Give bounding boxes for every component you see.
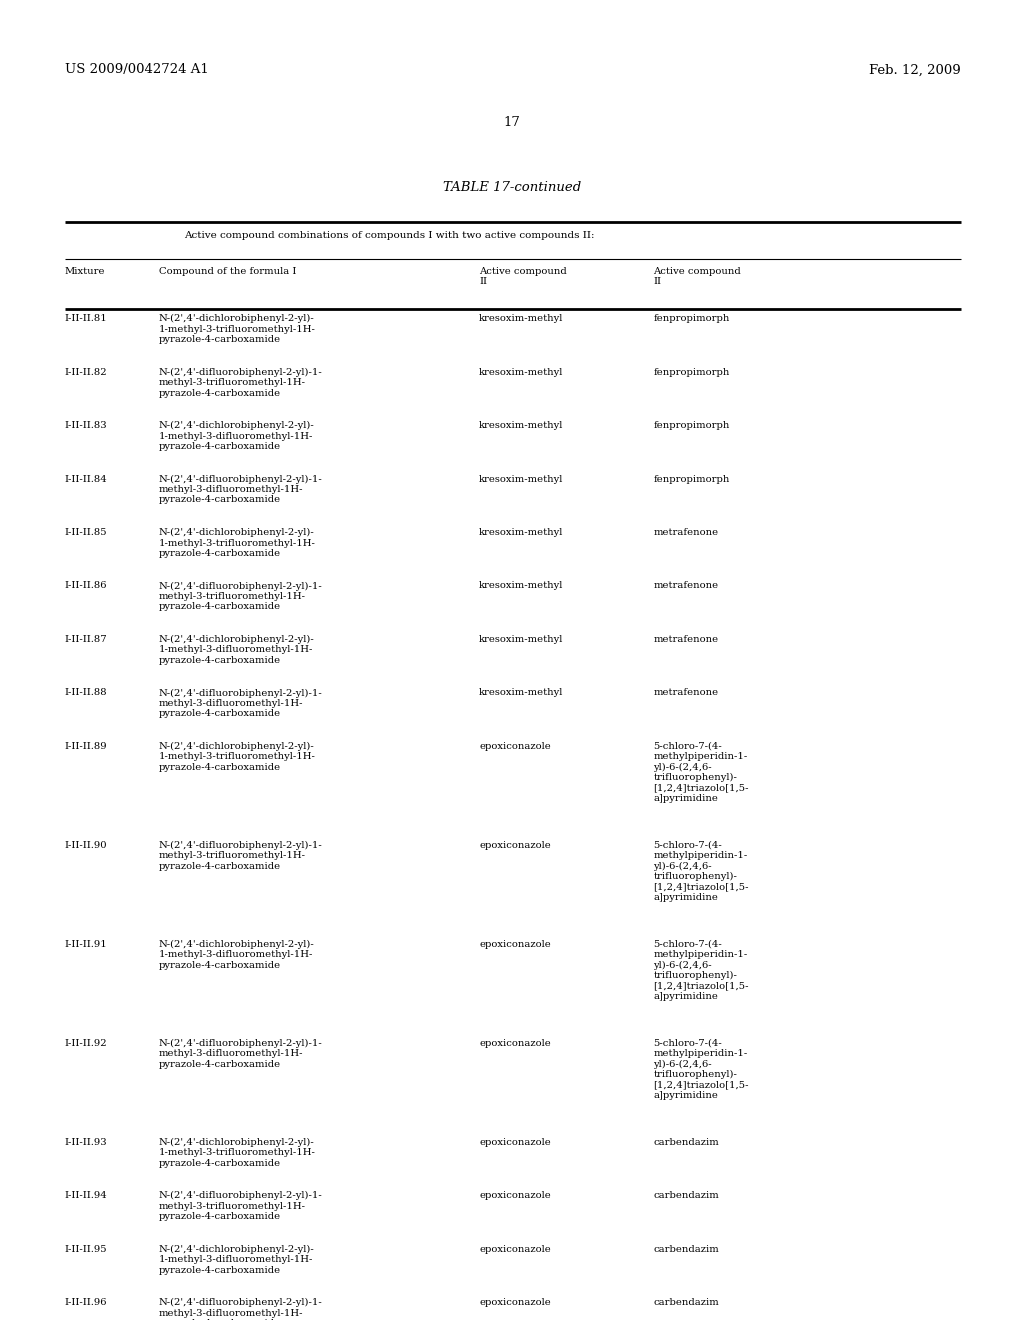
Text: Active compound combinations of compounds I with two active compounds II:: Active compound combinations of compound… bbox=[184, 231, 595, 240]
Text: kresoxim-methyl: kresoxim-methyl bbox=[479, 635, 563, 644]
Text: epoxiconazole: epoxiconazole bbox=[479, 742, 551, 751]
Text: 5-chloro-7-(4-
methylpiperidin-1-
yl)-6-(2,4,6-
trifluorophenyl)-
[1,2,4]triazol: 5-chloro-7-(4- methylpiperidin-1- yl)-6-… bbox=[653, 841, 749, 902]
Text: metrafenone: metrafenone bbox=[653, 528, 719, 537]
Text: N-(2',4'-dichlorobiphenyl-2-yl)-
1-methyl-3-trifluoromethyl-1H-
pyrazole-4-carbo: N-(2',4'-dichlorobiphenyl-2-yl)- 1-methy… bbox=[159, 528, 315, 558]
Text: N-(2',4'-dichlorobiphenyl-2-yl)-
1-methyl-3-trifluoromethyl-1H-
pyrazole-4-carbo: N-(2',4'-dichlorobiphenyl-2-yl)- 1-methy… bbox=[159, 742, 315, 772]
Text: fenpropimorph: fenpropimorph bbox=[653, 314, 730, 323]
Text: kresoxim-methyl: kresoxim-methyl bbox=[479, 689, 563, 697]
Text: carbendazim: carbendazim bbox=[653, 1245, 719, 1254]
Text: I-II-II.89: I-II-II.89 bbox=[65, 742, 108, 751]
Text: epoxiconazole: epoxiconazole bbox=[479, 940, 551, 949]
Text: epoxiconazole: epoxiconazole bbox=[479, 841, 551, 850]
Text: kresoxim-methyl: kresoxim-methyl bbox=[479, 314, 563, 323]
Text: fenpropimorph: fenpropimorph bbox=[653, 421, 730, 430]
Text: kresoxim-methyl: kresoxim-methyl bbox=[479, 474, 563, 483]
Text: Compound of the formula I: Compound of the formula I bbox=[159, 267, 296, 276]
Text: 5-chloro-7-(4-
methylpiperidin-1-
yl)-6-(2,4,6-
trifluorophenyl)-
[1,2,4]triazol: 5-chloro-7-(4- methylpiperidin-1- yl)-6-… bbox=[653, 1039, 749, 1100]
Text: I-II-II.82: I-II-II.82 bbox=[65, 367, 108, 376]
Text: epoxiconazole: epoxiconazole bbox=[479, 1245, 551, 1254]
Text: N-(2',4'-difluorobiphenyl-2-yl)-1-
methyl-3-trifluoromethyl-1H-
pyrazole-4-carbo: N-(2',4'-difluorobiphenyl-2-yl)-1- methy… bbox=[159, 581, 323, 611]
Text: carbendazim: carbendazim bbox=[653, 1138, 719, 1147]
Text: epoxiconazole: epoxiconazole bbox=[479, 1138, 551, 1147]
Text: fenpropimorph: fenpropimorph bbox=[653, 474, 730, 483]
Text: kresoxim-methyl: kresoxim-methyl bbox=[479, 421, 563, 430]
Text: fenpropimorph: fenpropimorph bbox=[653, 367, 730, 376]
Text: N-(2',4'-dichlorobiphenyl-2-yl)-
1-methyl-3-trifluoromethyl-1H-
pyrazole-4-carbo: N-(2',4'-dichlorobiphenyl-2-yl)- 1-methy… bbox=[159, 314, 315, 345]
Text: I-II-II.81: I-II-II.81 bbox=[65, 314, 108, 323]
Text: metrafenone: metrafenone bbox=[653, 581, 719, 590]
Text: TABLE 17-continued: TABLE 17-continued bbox=[442, 181, 582, 194]
Text: I-II-II.84: I-II-II.84 bbox=[65, 474, 108, 483]
Text: I-II-II.93: I-II-II.93 bbox=[65, 1138, 108, 1147]
Text: 17: 17 bbox=[504, 116, 520, 129]
Text: Mixture: Mixture bbox=[65, 267, 105, 276]
Text: epoxiconazole: epoxiconazole bbox=[479, 1039, 551, 1048]
Text: N-(2',4'-dichlorobiphenyl-2-yl)-
1-methyl-3-trifluoromethyl-1H-
pyrazole-4-carbo: N-(2',4'-dichlorobiphenyl-2-yl)- 1-methy… bbox=[159, 1138, 315, 1168]
Text: I-II-II.87: I-II-II.87 bbox=[65, 635, 108, 644]
Text: N-(2',4'-dichlorobiphenyl-2-yl)-
1-methyl-3-difluoromethyl-1H-
pyrazole-4-carbox: N-(2',4'-dichlorobiphenyl-2-yl)- 1-methy… bbox=[159, 1245, 314, 1275]
Text: I-II-II.91: I-II-II.91 bbox=[65, 940, 108, 949]
Text: N-(2',4'-dichlorobiphenyl-2-yl)-
1-methyl-3-difluoromethyl-1H-
pyrazole-4-carbox: N-(2',4'-dichlorobiphenyl-2-yl)- 1-methy… bbox=[159, 421, 314, 451]
Text: metrafenone: metrafenone bbox=[653, 689, 719, 697]
Text: I-II-II.85: I-II-II.85 bbox=[65, 528, 108, 537]
Text: epoxiconazole: epoxiconazole bbox=[479, 1192, 551, 1200]
Text: US 2009/0042724 A1: US 2009/0042724 A1 bbox=[65, 63, 208, 77]
Text: kresoxim-methyl: kresoxim-methyl bbox=[479, 581, 563, 590]
Text: N-(2',4'-difluorobiphenyl-2-yl)-1-
methyl-3-trifluoromethyl-1H-
pyrazole-4-carbo: N-(2',4'-difluorobiphenyl-2-yl)-1- methy… bbox=[159, 1192, 323, 1221]
Text: N-(2',4'-dichlorobiphenyl-2-yl)-
1-methyl-3-difluoromethyl-1H-
pyrazole-4-carbox: N-(2',4'-dichlorobiphenyl-2-yl)- 1-methy… bbox=[159, 940, 314, 970]
Text: N-(2',4'-difluorobiphenyl-2-yl)-1-
methyl-3-difluoromethyl-1H-
pyrazole-4-carbox: N-(2',4'-difluorobiphenyl-2-yl)-1- methy… bbox=[159, 1039, 323, 1069]
Text: I-II-II.95: I-II-II.95 bbox=[65, 1245, 108, 1254]
Text: 5-chloro-7-(4-
methylpiperidin-1-
yl)-6-(2,4,6-
trifluorophenyl)-
[1,2,4]triazol: 5-chloro-7-(4- methylpiperidin-1- yl)-6-… bbox=[653, 940, 749, 1001]
Text: 5-chloro-7-(4-
methylpiperidin-1-
yl)-6-(2,4,6-
trifluorophenyl)-
[1,2,4]triazol: 5-chloro-7-(4- methylpiperidin-1- yl)-6-… bbox=[653, 742, 749, 803]
Text: I-II-II.86: I-II-II.86 bbox=[65, 581, 108, 590]
Text: Active compound
II: Active compound II bbox=[653, 267, 741, 286]
Text: N-(2',4'-difluorobiphenyl-2-yl)-1-
methyl-3-trifluoromethyl-1H-
pyrazole-4-carbo: N-(2',4'-difluorobiphenyl-2-yl)-1- methy… bbox=[159, 841, 323, 871]
Text: I-II-II.88: I-II-II.88 bbox=[65, 689, 108, 697]
Text: I-II-II.90: I-II-II.90 bbox=[65, 841, 108, 850]
Text: N-(2',4'-difluorobiphenyl-2-yl)-1-
methyl-3-difluoromethyl-1H-
pyrazole-4-carbox: N-(2',4'-difluorobiphenyl-2-yl)-1- methy… bbox=[159, 689, 323, 718]
Text: I-II-II.92: I-II-II.92 bbox=[65, 1039, 108, 1048]
Text: N-(2',4'-difluorobiphenyl-2-yl)-1-
methyl-3-difluoromethyl-1H-
pyrazole-4-carbox: N-(2',4'-difluorobiphenyl-2-yl)-1- methy… bbox=[159, 1299, 323, 1320]
Text: I-II-II.96: I-II-II.96 bbox=[65, 1299, 108, 1307]
Text: kresoxim-methyl: kresoxim-methyl bbox=[479, 528, 563, 537]
Text: Feb. 12, 2009: Feb. 12, 2009 bbox=[868, 63, 961, 77]
Text: Active compound
II: Active compound II bbox=[479, 267, 567, 286]
Text: N-(2',4'-dichlorobiphenyl-2-yl)-
1-methyl-3-difluoromethyl-1H-
pyrazole-4-carbox: N-(2',4'-dichlorobiphenyl-2-yl)- 1-methy… bbox=[159, 635, 314, 665]
Text: N-(2',4'-difluorobiphenyl-2-yl)-1-
methyl-3-trifluoromethyl-1H-
pyrazole-4-carbo: N-(2',4'-difluorobiphenyl-2-yl)-1- methy… bbox=[159, 367, 323, 397]
Text: carbendazim: carbendazim bbox=[653, 1299, 719, 1307]
Text: carbendazim: carbendazim bbox=[653, 1192, 719, 1200]
Text: metrafenone: metrafenone bbox=[653, 635, 719, 644]
Text: I-II-II.94: I-II-II.94 bbox=[65, 1192, 108, 1200]
Text: N-(2',4'-difluorobiphenyl-2-yl)-1-
methyl-3-difluoromethyl-1H-
pyrazole-4-carbox: N-(2',4'-difluorobiphenyl-2-yl)-1- methy… bbox=[159, 474, 323, 504]
Text: I-II-II.83: I-II-II.83 bbox=[65, 421, 108, 430]
Text: kresoxim-methyl: kresoxim-methyl bbox=[479, 367, 563, 376]
Text: epoxiconazole: epoxiconazole bbox=[479, 1299, 551, 1307]
